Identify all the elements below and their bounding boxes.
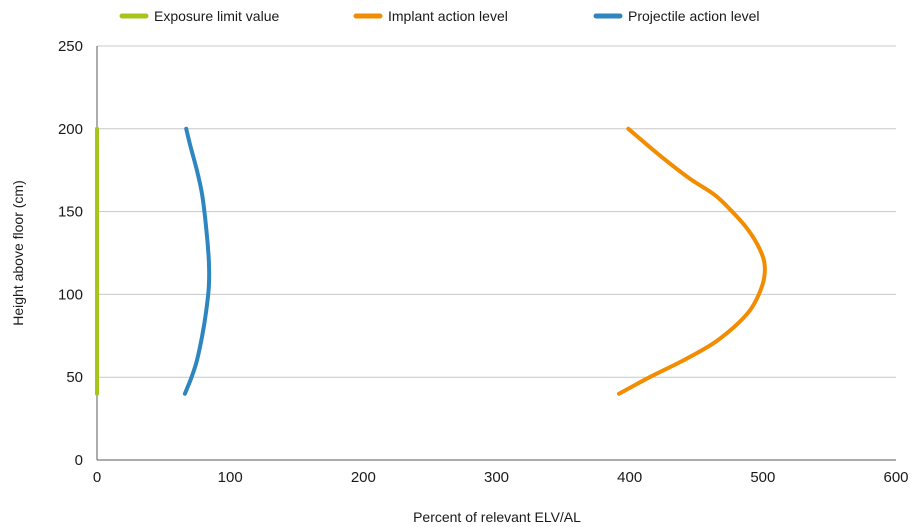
axes <box>96 46 896 461</box>
tick-labels: 0 50 100 150 200 250 0 100 200 300 400 500 600 <box>58 38 909 486</box>
x-tick-label: 300 <box>484 469 509 486</box>
series-line-implant-action-level <box>617 126 767 396</box>
y-tick-label: 100 <box>58 286 83 303</box>
legend-item-exposure-limit-value: Exposure limit value <box>119 8 279 24</box>
y-tick-label: 0 <box>75 452 83 469</box>
legend-item-implant-action-level: Implant action level <box>353 8 508 24</box>
y-tick-label: 200 <box>58 121 83 138</box>
legend-item-projectile-action-level: Projectile action level <box>593 8 760 24</box>
x-tick-label: 100 <box>218 469 243 486</box>
legend-label-projectile-action-level: Projectile action level <box>628 8 760 24</box>
x-tick-label: 600 <box>883 469 908 486</box>
x-axis-title: Percent of relevant ELV/AL <box>413 509 581 525</box>
y-tick-label: 50 <box>66 369 83 386</box>
x-tick-label: 200 <box>351 469 376 486</box>
y-axis-title: Height above floor (cm) <box>10 180 26 326</box>
y-tick-label: 250 <box>58 38 83 55</box>
legend-label-implant-action-level: Implant action level <box>388 8 508 24</box>
gridlines <box>97 45 896 378</box>
series-line-projectile-action-level <box>182 126 212 396</box>
legend-label-exposure-limit-value: Exposure limit value <box>154 8 279 24</box>
legend: Exposure limit value Implant action level… <box>119 8 760 24</box>
x-tick-label: 400 <box>617 469 642 486</box>
x-tick-label: 500 <box>750 469 775 486</box>
x-tick-label: 0 <box>93 469 101 486</box>
y-tick-label: 150 <box>58 204 83 221</box>
series-group <box>95 126 767 396</box>
